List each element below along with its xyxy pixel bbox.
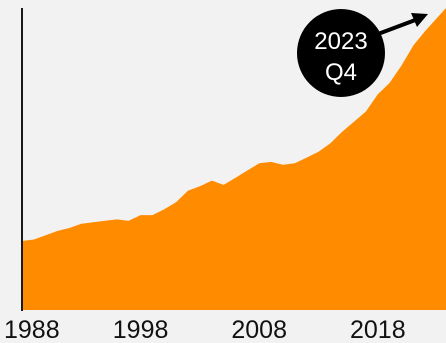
area-layer — [22, 8, 446, 310]
arrow-line — [377, 17, 419, 36]
annotation-badge: 2023 Q4 — [297, 9, 428, 97]
x-tick-label: 1998 — [113, 316, 169, 343]
x-tick-label: 1988 — [4, 316, 60, 343]
badge-circle — [297, 9, 385, 97]
area-series — [22, 8, 446, 310]
x-tick-label: 2008 — [231, 316, 287, 343]
x-tick-labels: 1988 1998 2008 2018 — [4, 316, 406, 343]
badge-line2-text: Q4 — [325, 59, 357, 86]
x-tick-label: 2018 — [350, 316, 406, 343]
badge-line1-text: 2023 — [314, 28, 367, 55]
arrow-head-icon — [411, 13, 428, 27]
